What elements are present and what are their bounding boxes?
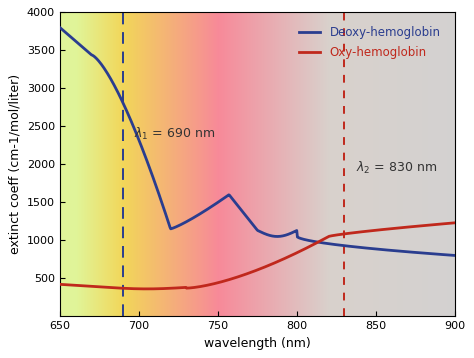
Legend: Deoxy-hemoglobin, Oxy-hemoglobin: Deoxy-hemoglobin, Oxy-hemoglobin <box>294 21 445 64</box>
X-axis label: wavelength (nm): wavelength (nm) <box>204 337 311 350</box>
Text: $\lambda_2$ = 830 nm: $\lambda_2$ = 830 nm <box>356 160 437 176</box>
Text: $\lambda_1$ = 690 nm: $\lambda_1$ = 690 nm <box>134 126 215 142</box>
Y-axis label: extinct coeff (cm-1/mol/liter): extinct coeff (cm-1/mol/liter) <box>9 74 21 254</box>
